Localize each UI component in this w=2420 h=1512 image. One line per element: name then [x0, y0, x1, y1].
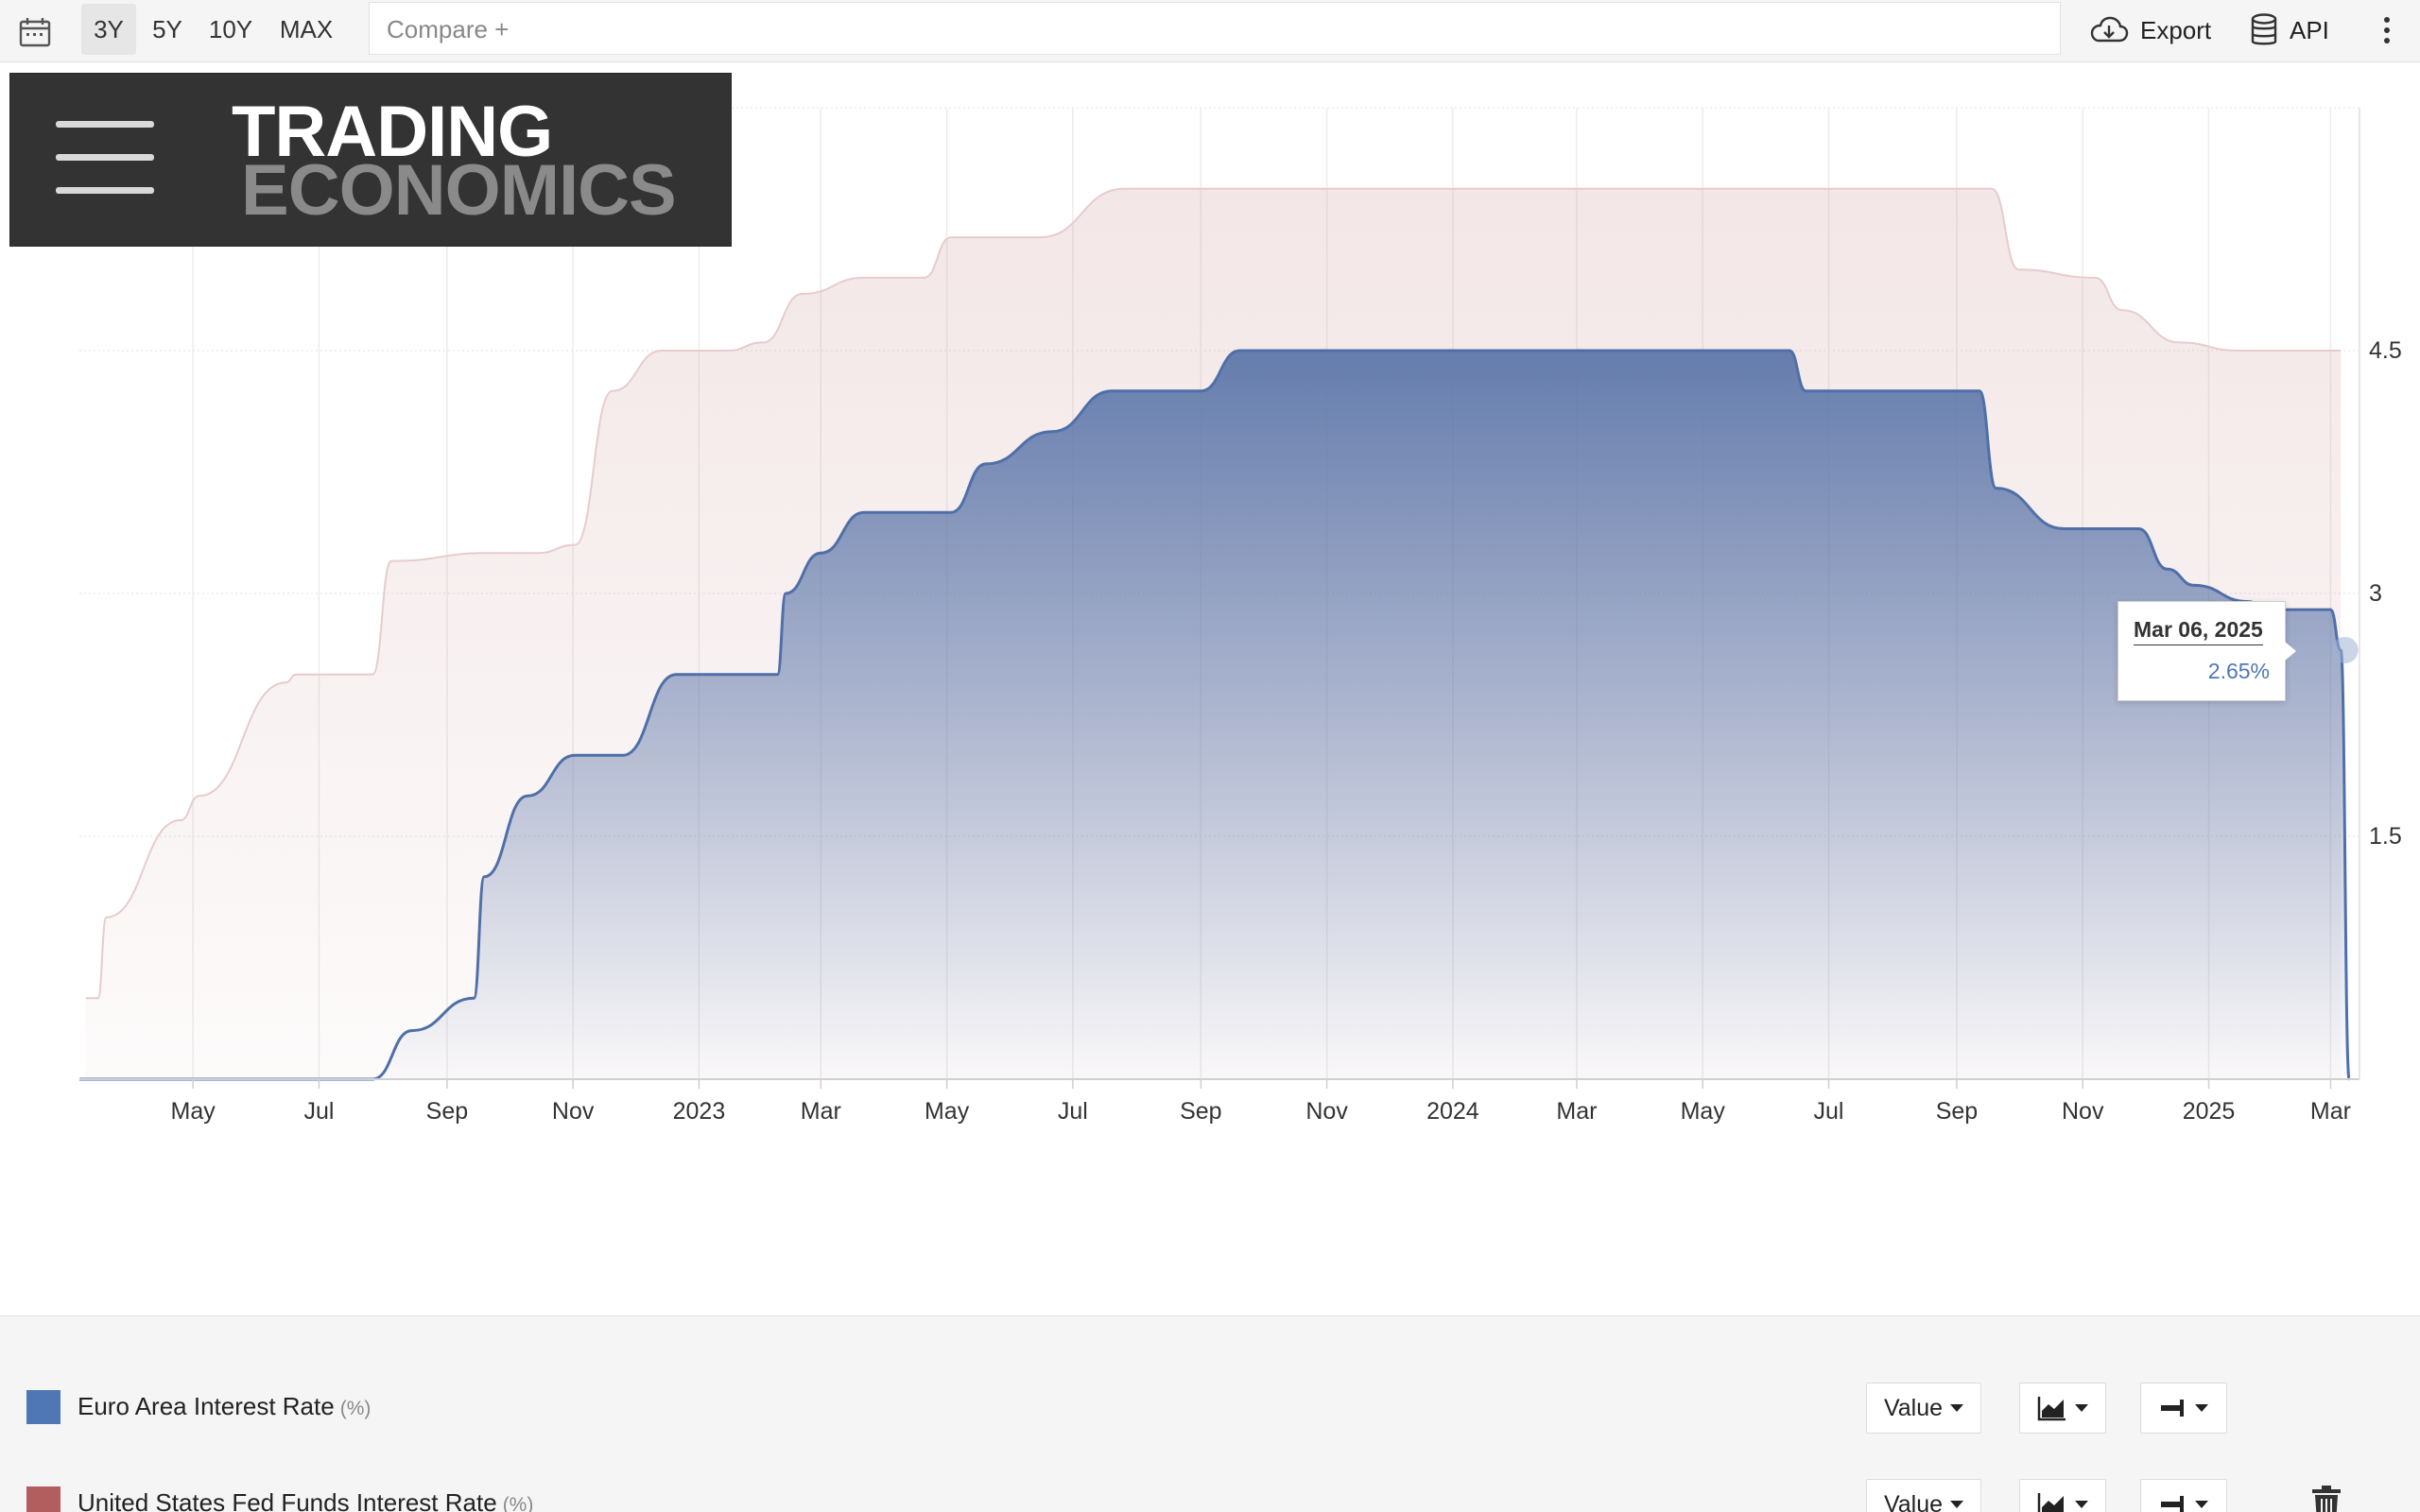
legend-panel: Euro Area Interest Rate (%) Value United … — [0, 1315, 2420, 1512]
legend-swatch-euro — [26, 1390, 60, 1424]
x-tick-label: Nov — [1305, 1098, 1348, 1125]
caret-down-icon — [1950, 1501, 1964, 1508]
top-toolbar: 3Y 5Y 10Y MAX Compare + Export API — [0, 0, 2420, 62]
hamburger-menu-icon[interactable] — [56, 119, 154, 195]
legend-series-name: Euro Area Interest Rate — [78, 1392, 335, 1420]
tooltip-value: 2.65% — [2207, 659, 2270, 683]
y-tick-label: 1.5 — [2369, 823, 2402, 850]
chart-type-dropdown-us[interactable] — [2019, 1479, 2106, 1512]
legend-row-euro: Euro Area Interest Rate (%) Value — [0, 1369, 2420, 1445]
y-tick-label: 3 — [2369, 580, 2382, 607]
us-fed-funds-series-line — [85, 187, 2342, 1000]
area-chart-icon — [2037, 1493, 2064, 1512]
chart-type-dropdown-euro[interactable] — [2019, 1383, 2106, 1434]
euro-area-series-line — [79, 349, 2351, 1081]
legend-label-euro[interactable]: Euro Area Interest Rate (%) — [78, 1392, 371, 1421]
x-tick-label: Sep — [1936, 1098, 1978, 1125]
legend-label-us[interactable]: United States Fed Funds Interest Rate (%) — [78, 1488, 533, 1512]
x-tick-label: Jul — [1814, 1098, 1844, 1125]
value-dropdown-euro[interactable]: Value — [1866, 1383, 1981, 1434]
chart-tooltip: Mar 06, 2025 2.65% — [2118, 601, 2296, 701]
axes: May Jul Sep Nov 2023 Mar May Jul Sep Nov 2024 Mar Ma… — [79, 108, 2402, 1125]
compare-input[interactable]: Compare + — [369, 2, 2061, 55]
euro-area-series-area — [79, 351, 2350, 1079]
range-3y-button[interactable]: 3Y — [81, 4, 136, 55]
area-chart-icon — [2037, 1397, 2066, 1421]
legend-unit: (%) — [339, 1398, 372, 1419]
x-tick-label: Sep — [1180, 1098, 1221, 1125]
range-max-button[interactable]: MAX — [279, 15, 334, 43]
export-label: Export — [2140, 15, 2212, 44]
axis-side-dropdown-us[interactable] — [2140, 1479, 2227, 1512]
range-10y-button[interactable]: 10Y — [208, 15, 253, 43]
api-button[interactable]: API — [2250, 4, 2329, 57]
series-layer — [79, 187, 2359, 1081]
cloud-download-icon — [2090, 16, 2129, 43]
export-button[interactable]: Export — [2089, 4, 2211, 57]
caret-down-icon — [2195, 1501, 2208, 1508]
x-tick-label: Mar — [801, 1098, 841, 1125]
axis-side-icon — [2161, 1400, 2184, 1417]
logo-text-trading: TRADING — [232, 92, 553, 172]
x-tick-label: 2023 — [673, 1098, 726, 1125]
value-dropdown-us[interactable]: Value — [1866, 1479, 1981, 1512]
x-tick-label: May — [1681, 1098, 1726, 1125]
value-dropdown-label: Value — [1883, 1394, 1944, 1421]
vertical-dots-icon[interactable] — [2373, 11, 2401, 49]
x-tick-label: 2025 — [2183, 1098, 2236, 1125]
legend-series-name: United States Fed Funds Interest Rate — [78, 1488, 497, 1512]
x-tick-label: 2024 — [1426, 1098, 1479, 1125]
x-tick-label: Mar — [1556, 1098, 1597, 1125]
api-label: API — [2290, 15, 2329, 44]
axis-side-icon — [2161, 1496, 2184, 1512]
x-tick-label: Nov — [552, 1098, 595, 1125]
caret-down-icon — [2075, 1404, 2088, 1412]
legend-unit: (%) — [502, 1494, 534, 1512]
caret-down-icon — [2075, 1501, 2088, 1508]
x-tick-label: May — [925, 1098, 970, 1125]
y-tick-label: 4.5 — [2369, 337, 2402, 364]
axis-side-dropdown-euro[interactable] — [2140, 1383, 2227, 1434]
x-tick-label: Nov — [2062, 1098, 2104, 1125]
caret-down-icon — [1950, 1404, 1964, 1412]
database-icon — [2251, 13, 2277, 45]
legend-row-us: United States Fed Funds Interest Rate (%)… — [0, 1466, 2420, 1512]
range-5y-button[interactable]: 5Y — [152, 15, 182, 43]
x-tick-label: Jul — [303, 1098, 334, 1125]
x-tick-label: Jul — [1058, 1098, 1088, 1125]
logo-text-economics: ECONOMICS — [241, 150, 677, 231]
tooltip-date: Mar 06, 2025 — [2134, 617, 2263, 645]
x-tick-label: Mar — [2310, 1098, 2351, 1125]
calendar-icon[interactable] — [13, 13, 57, 51]
value-dropdown-label: Value — [1883, 1490, 1944, 1512]
hover-point-marker[interactable] — [2331, 636, 2359, 663]
trash-icon[interactable] — [2310, 1485, 2344, 1512]
trading-economics-logo: TRADING ECONOMICS — [9, 73, 732, 247]
caret-down-icon — [2195, 1404, 2208, 1412]
x-tick-label: Sep — [426, 1098, 468, 1125]
interest-rate-chart: May Jul Sep Nov 2023 Mar May Jul Sep Nov 2024 Mar Ma… — [79, 107, 2402, 1125]
legend-swatch-us — [26, 1486, 60, 1512]
x-tick-label: May — [171, 1098, 216, 1125]
